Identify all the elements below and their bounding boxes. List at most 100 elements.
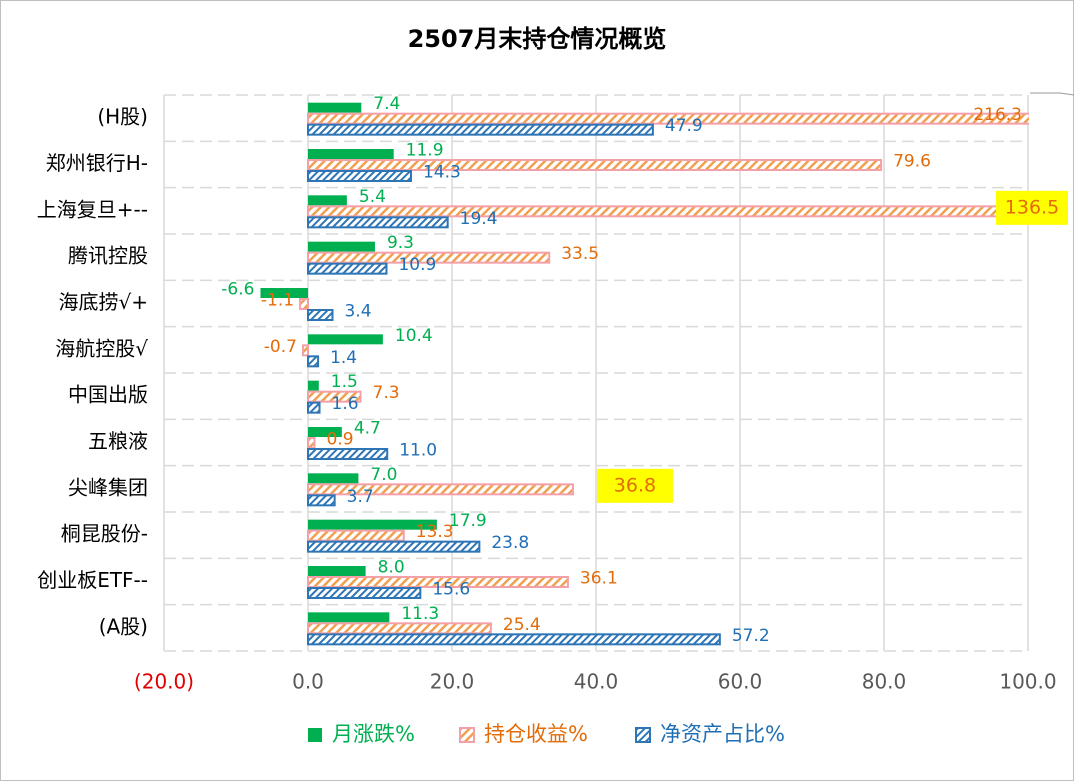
data-label: 216.3 <box>973 105 1022 125</box>
category-label: 尖峰集团 <box>68 475 148 499</box>
bar <box>308 427 342 437</box>
bar <box>307 576 569 588</box>
bar <box>308 566 366 576</box>
bar <box>307 262 388 275</box>
data-label: 136.5 <box>1005 196 1059 218</box>
x-tick-label: (20.0) <box>134 670 194 694</box>
bar <box>307 112 1029 125</box>
bar <box>299 298 309 310</box>
chart-title: 2507月末持仓情况概览 <box>408 25 667 53</box>
bar <box>308 195 347 206</box>
data-label: 7.4 <box>373 94 400 114</box>
category-label: (A股) <box>99 614 148 638</box>
data-label: 1.5 <box>331 372 358 392</box>
category-label: 海航控股√ <box>55 336 148 360</box>
data-label: 17.9 <box>449 511 487 531</box>
bar <box>308 102 362 113</box>
data-label: 57.2 <box>732 626 770 646</box>
legend-swatch <box>635 727 651 743</box>
bar <box>307 390 362 403</box>
data-label: -6.6 <box>221 280 254 300</box>
bar <box>308 241 375 252</box>
data-label: 11.9 <box>406 141 444 161</box>
data-label: 19.4 <box>460 209 498 229</box>
data-label: 36.8 <box>614 474 656 496</box>
bar <box>301 344 309 357</box>
x-tick-label: 80.0 <box>862 670 907 694</box>
legend-label: 月涨跌% <box>332 722 415 746</box>
label-highlight <box>596 468 673 503</box>
data-label: 11.3 <box>401 604 439 624</box>
category-label: 桐昆股份- <box>61 522 148 546</box>
data-label: 7.0 <box>370 465 397 485</box>
category-label: (H股) <box>97 105 148 129</box>
data-label: 1.6 <box>332 394 359 414</box>
data-label: 15.6 <box>432 580 470 600</box>
legend-label: 持仓收益% <box>484 722 588 746</box>
data-label: 5.4 <box>359 187 386 207</box>
bar <box>307 123 654 136</box>
data-label: 0.9 <box>326 430 353 450</box>
bar <box>307 401 321 414</box>
bar <box>307 251 551 264</box>
data-label: 1.4 <box>330 348 357 368</box>
data-label: 47.9 <box>665 116 703 136</box>
data-label: 79.6 <box>893 152 931 172</box>
bar <box>308 519 437 530</box>
bar <box>307 216 449 229</box>
bar <box>308 334 383 345</box>
bar <box>308 380 319 391</box>
data-label: 36.1 <box>580 569 618 589</box>
data-label: -0.7 <box>264 337 297 357</box>
category-label: 上海复旦+-- <box>37 197 148 221</box>
x-tick-label: 100.0 <box>999 670 1056 694</box>
category-label: 创业板ETF-- <box>37 568 148 592</box>
x-tick-label: 0.0 <box>292 670 324 694</box>
leader-line <box>1030 92 1074 96</box>
bar <box>307 494 336 507</box>
legend-swatch <box>308 728 322 742</box>
data-label: 3.7 <box>347 487 374 507</box>
bar <box>307 622 492 635</box>
bar <box>307 355 320 368</box>
data-label: 13.3 <box>416 522 454 542</box>
data-label: 33.5 <box>561 244 599 264</box>
bar <box>307 448 389 460</box>
legend-swatch <box>459 727 475 743</box>
label-highlight <box>996 190 1068 225</box>
bar <box>307 540 481 553</box>
bar <box>307 159 883 171</box>
bar <box>308 149 394 159</box>
data-label: 7.3 <box>373 383 400 403</box>
x-tick-label: 20.0 <box>430 670 475 694</box>
data-label: 25.4 <box>503 615 541 635</box>
data-label: 11.0 <box>399 441 437 461</box>
bar <box>307 529 405 542</box>
x-tick-label: 40.0 <box>574 670 619 694</box>
category-label: 郑州银行H- <box>46 151 148 175</box>
bar <box>308 473 359 484</box>
data-label: 3.4 <box>344 302 371 322</box>
x-tick-label: 60.0 <box>718 670 763 694</box>
data-label: 10.9 <box>398 255 436 275</box>
bar <box>307 587 422 599</box>
bar <box>307 437 316 449</box>
category-label: 中国出版 <box>68 383 148 407</box>
data-label: 10.4 <box>395 326 433 346</box>
data-label: 8.0 <box>378 558 405 578</box>
data-label: 4.7 <box>354 419 381 439</box>
data-label: 23.8 <box>491 533 529 553</box>
category-label: 海底捞√+ <box>58 290 148 314</box>
bar <box>307 170 412 182</box>
category-label: 腾讯控股 <box>68 244 148 268</box>
category-label: 五粮液 <box>88 429 148 453</box>
bar <box>307 483 574 496</box>
bar <box>307 309 334 321</box>
data-label: 14.3 <box>423 163 461 183</box>
bar <box>307 633 721 646</box>
bar <box>307 205 1029 218</box>
bar <box>308 612 390 623</box>
data-label: -1.1 <box>261 291 294 311</box>
data-label: 9.3 <box>387 233 414 253</box>
